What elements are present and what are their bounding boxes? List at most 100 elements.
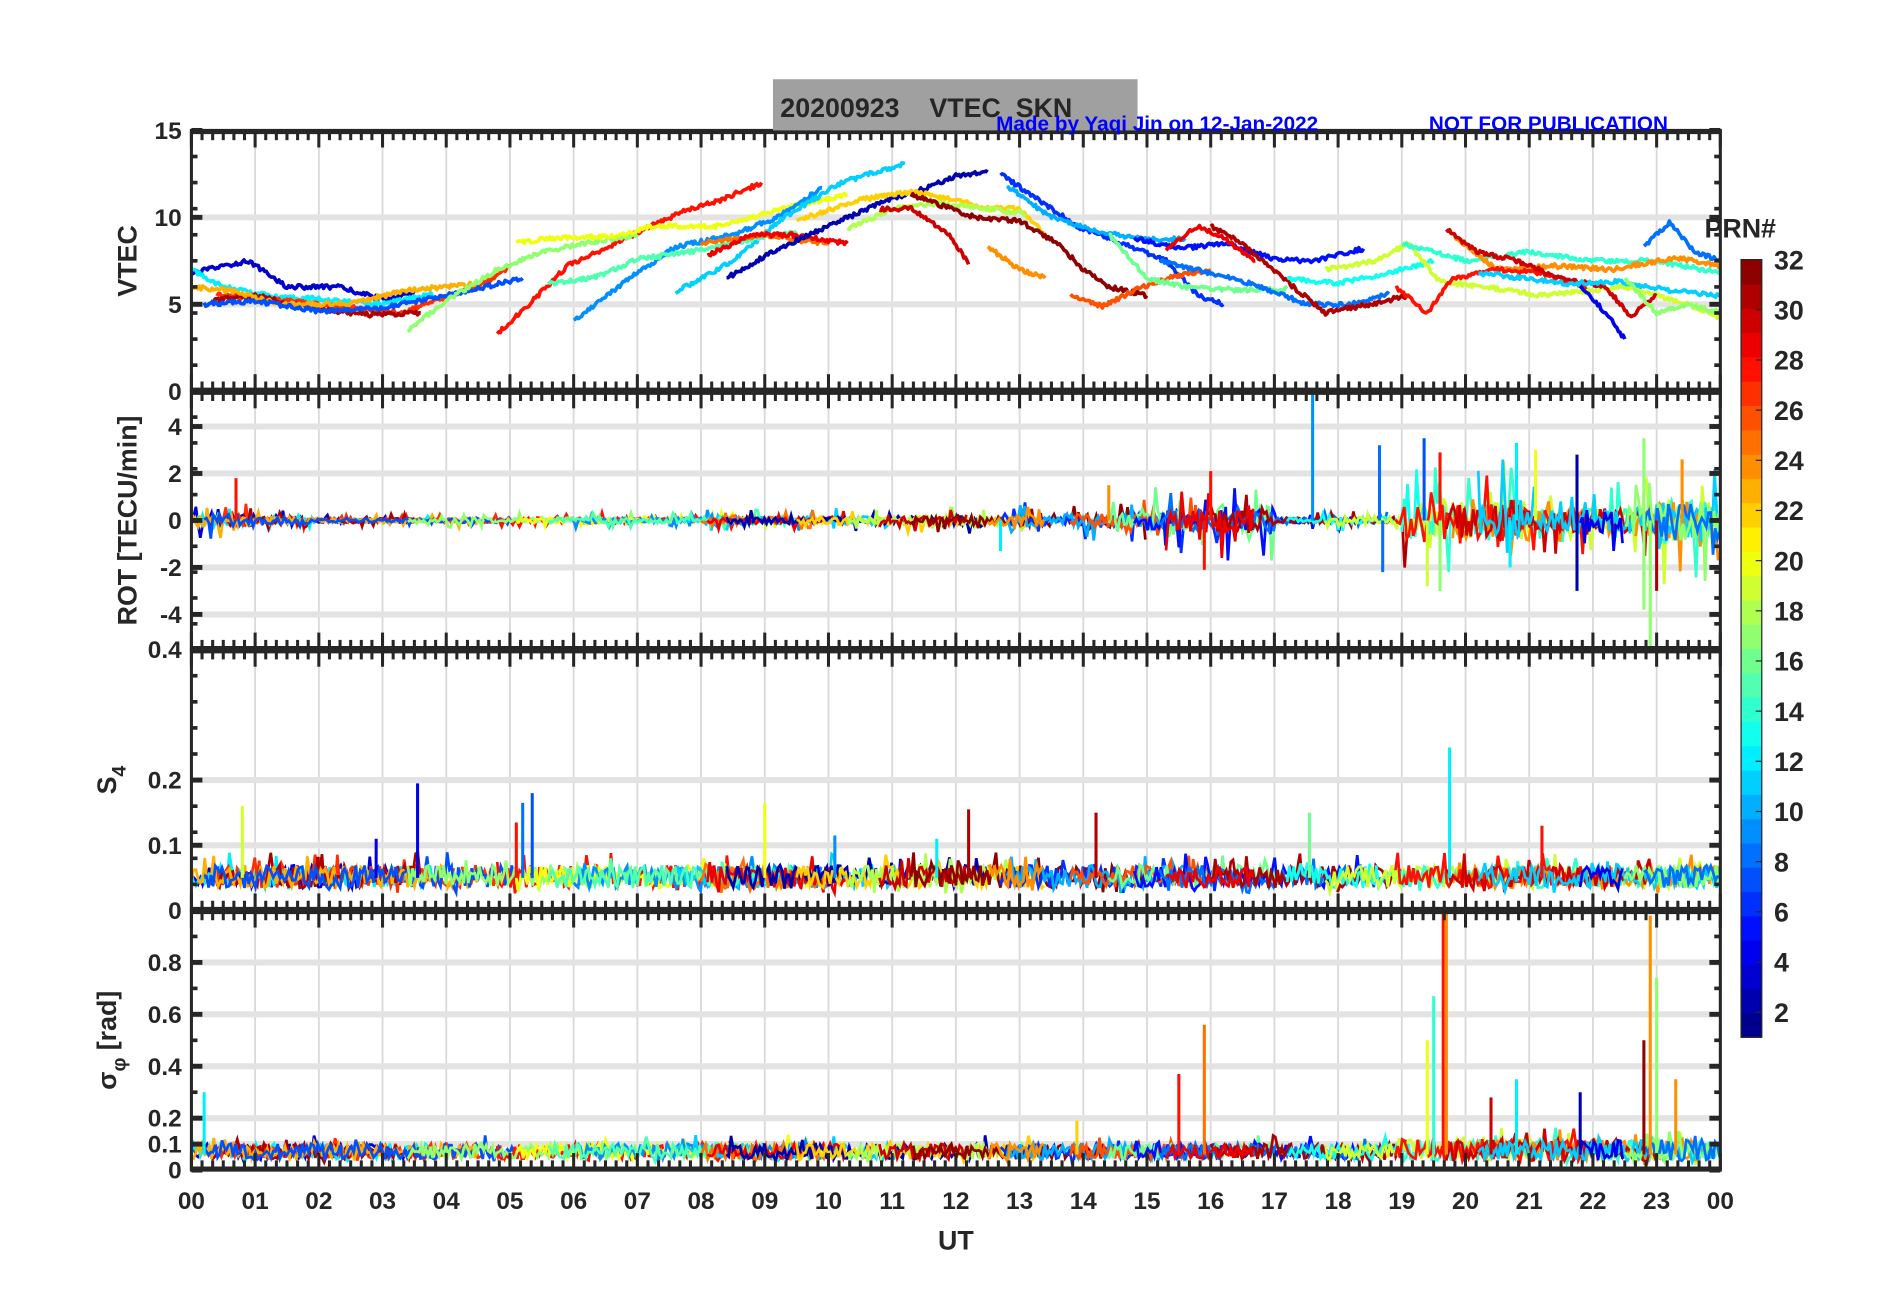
s4-line-prn-8: [1643, 862, 1721, 889]
y-tick-label: 10: [155, 205, 182, 232]
y-tick-label: 0: [168, 508, 182, 535]
vtec-line-prn-28: [1394, 265, 1588, 315]
colorbar-tick-label: 26: [1774, 396, 1804, 426]
rot-line-prn-24: [986, 506, 1045, 530]
x-tick-label: 16: [1197, 1188, 1224, 1215]
s4-line-prn-17: [1623, 861, 1720, 890]
colorbar-segment-prn-8: [1741, 842, 1762, 868]
colorbar-tick-label: 22: [1774, 496, 1804, 526]
colorbar-tick-label: 16: [1774, 647, 1804, 677]
colorbar-segment-prn-9: [1741, 818, 1762, 844]
x-tick-label: 06: [560, 1188, 587, 1215]
y-tick-label: -4: [160, 602, 182, 629]
colorbar-tick-label: 28: [1774, 346, 1804, 376]
colorbar-tick-label: 32: [1774, 245, 1804, 275]
x-tick-label: 18: [1325, 1188, 1352, 1215]
vtec-line-prn-14: [1401, 241, 1721, 275]
colorbar-segment-prn-32: [1741, 259, 1762, 285]
colorbar-segment-prn-25: [1741, 429, 1762, 455]
watermark-notice: NOT FOR PUBLICATION: [1429, 112, 1668, 135]
x-tick-label: 19: [1388, 1188, 1415, 1215]
x-tick-label: 11: [879, 1188, 905, 1215]
colorbar-segment-prn-13: [1741, 721, 1762, 747]
x-tick-label: 20: [1452, 1188, 1479, 1215]
colorbar-tick-label: 10: [1774, 797, 1804, 827]
colorbar-segment-prn-7: [1741, 867, 1762, 893]
y-axis-label-text: VTEC: [113, 225, 143, 296]
colorbar-tick-label: 2: [1774, 998, 1789, 1028]
x-tick-label: 15: [1133, 1188, 1160, 1215]
sigma-line-prn-4: [1578, 1138, 1624, 1161]
colorbar-tick-label: 6: [1774, 898, 1789, 928]
frame-layer: [189, 127, 1722, 1173]
rot-line-prn-4: [1578, 509, 1624, 552]
vtec-line-prn-2: [726, 169, 989, 280]
colorbar-segment-prn-26: [1741, 405, 1762, 431]
x-tick-label: 03: [369, 1188, 396, 1215]
x-tick-label: 23: [1643, 1188, 1670, 1215]
y-axis-label-subscript: 4: [109, 766, 131, 777]
x-tick-label: 08: [687, 1188, 714, 1215]
y-tick-label: 0.6: [148, 1002, 182, 1029]
colorbar-tick-label: 14: [1774, 697, 1804, 727]
data-layer: [189, 161, 1722, 1168]
vtec-line-prn-13: [1286, 258, 1435, 287]
s4-line-prn-4: [1578, 863, 1624, 894]
colorbar-segment-prn-10: [1741, 794, 1762, 820]
colorbar-tick-label: 12: [1774, 747, 1804, 777]
vtec-line-prn-28: [495, 181, 764, 335]
vtec-line-prn-24: [986, 245, 1047, 280]
colorbar-segment-prn-5: [1741, 915, 1762, 941]
colorbar-segment-prn-23: [1741, 478, 1762, 504]
x-tick-label: 12: [942, 1188, 969, 1215]
y-tick-label: 0: [168, 898, 182, 925]
vtec-line-prn-20: [515, 191, 849, 245]
vtec-line-prn-8: [1642, 219, 1722, 263]
y-tick-label: 0.2: [148, 768, 182, 795]
colorbar-segment-prn-2: [1741, 988, 1762, 1014]
vtec-line-prn-17: [1623, 277, 1721, 317]
x-tick-label: 02: [305, 1188, 332, 1215]
vtec-line-prn-23: [190, 280, 480, 309]
y-axis-label-text: S: [92, 777, 122, 795]
colorbar-segment-prn-18: [1741, 599, 1762, 625]
x-tick-label: 09: [751, 1188, 778, 1215]
y-tick-label: 0: [168, 379, 182, 406]
x-tick-label: 14: [1070, 1188, 1098, 1215]
vtec-line-prn-32: [909, 191, 1149, 300]
chart-title: 20200923 VTEC SKN: [780, 93, 1072, 123]
vtec-line-prn-7: [202, 276, 524, 315]
colorbar-segment-prn-15: [1741, 672, 1762, 698]
colorbar-tick-label: 4: [1774, 948, 1789, 978]
vtec-line-prn-31: [1209, 223, 1409, 317]
x-tick-label: 21: [1516, 1188, 1543, 1215]
y-tick-label: 4: [168, 414, 182, 441]
vtec-line-prn-26: [1069, 267, 1212, 310]
colorbar-segment-prn-21: [1741, 526, 1762, 552]
colorbar-tick-label: 20: [1774, 546, 1804, 576]
colorbar-segment-prn-30: [1741, 308, 1762, 334]
colorbar-segment-prn-17: [1741, 624, 1762, 650]
vtec-line-prn-9: [572, 185, 823, 322]
vtec-line-prn-29: [706, 230, 849, 258]
colorbar-segment-prn-6: [1741, 891, 1762, 917]
vtec-line-prn-10: [1006, 184, 1187, 244]
y-tick-label: 0.1: [148, 833, 182, 860]
vtec-line-prn-30: [878, 204, 971, 266]
watermark-author: Made by Yaqi Jin on 12-Jan-2022: [996, 112, 1318, 135]
y-tick-label: 0.4: [148, 637, 182, 664]
y-axis-label-subscript: φ: [109, 1058, 131, 1072]
vtec-line-prn-11: [1478, 270, 1721, 299]
colorbar-segment-prn-11: [1741, 769, 1762, 795]
x-tick-label: 07: [624, 1188, 651, 1215]
y-tick-label: 0.8: [148, 950, 182, 977]
y-tick-label: 15: [155, 118, 182, 145]
colorbar-segment-prn-1: [1741, 1012, 1762, 1038]
y-tick-label: 0: [168, 1158, 182, 1185]
y-axis-label-rot: ROT [TECU/min]: [113, 416, 143, 626]
vtec-line-prn-16: [1108, 231, 1289, 294]
colorbar-segment-prn-28: [1741, 356, 1762, 382]
colorbar-tick-label: 30: [1774, 296, 1804, 326]
